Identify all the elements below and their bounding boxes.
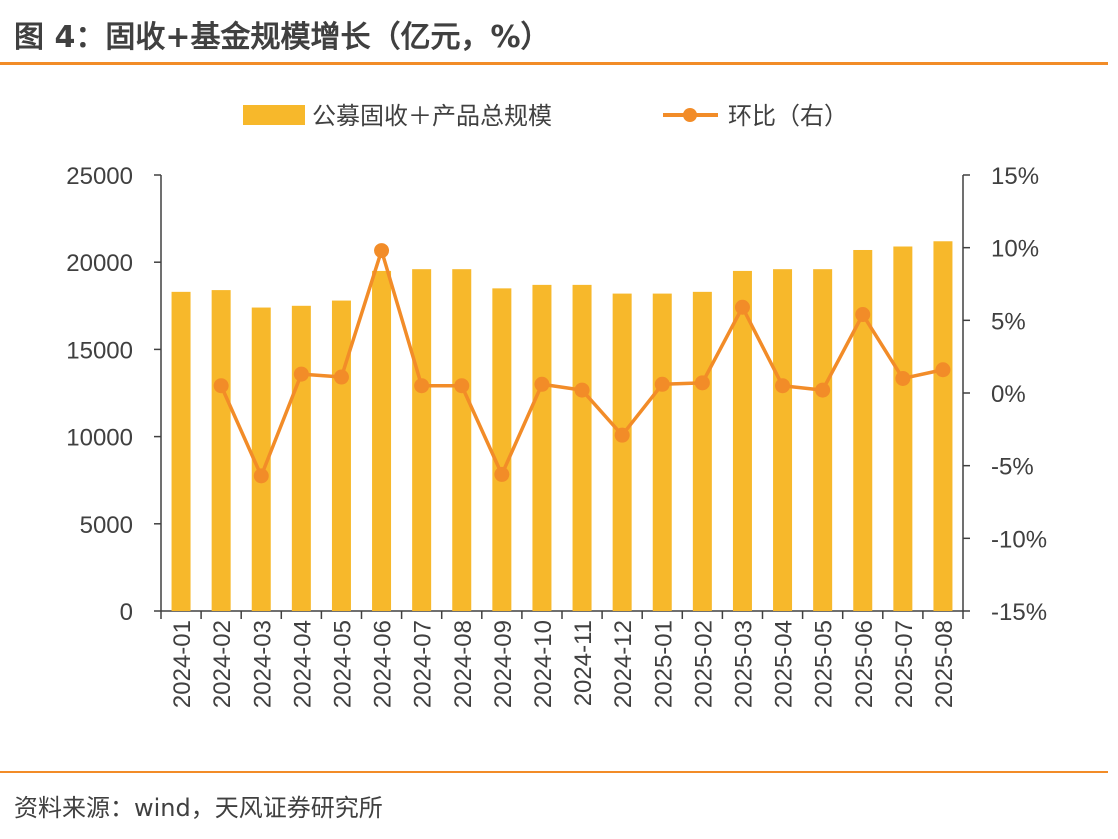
line-point: [895, 370, 911, 386]
legend-label-line: 环比（右）: [728, 102, 848, 130]
bar: [933, 241, 953, 611]
bar: [853, 249, 873, 611]
chart-title: 图 4：固收+基金规模增长（亿元，%）: [14, 20, 551, 55]
x-tick-label: 2024-12: [610, 620, 637, 708]
legend-swatch-marker: [683, 108, 697, 122]
line-point: [414, 378, 430, 394]
bar: [652, 293, 672, 611]
line-point: [734, 299, 750, 315]
x-tick-label: 2025-06: [851, 620, 878, 708]
line-point: [253, 468, 269, 484]
line-point: [654, 376, 670, 392]
line-point: [935, 362, 951, 378]
line-point: [694, 375, 710, 391]
legend-label-bar: 公募固收＋产品总规模: [312, 102, 552, 130]
bar: [291, 305, 311, 611]
x-tick-label: 2024-04: [289, 620, 316, 708]
bar: [532, 284, 552, 611]
bar: [692, 291, 712, 611]
x-tick-labels: 2024-01 2024-02 2024-03 2024-04 2024-05 2024-…: [169, 620, 958, 708]
legend: 公募固收＋产品总规模 环比（右）: [243, 102, 848, 130]
y-left-tick-label: 25000: [66, 163, 133, 190]
legend-swatch-bar: [243, 105, 305, 125]
line-point: [815, 382, 831, 398]
bar: [171, 291, 191, 611]
y-right-tick-label: 10%: [991, 236, 1039, 263]
x-tick-label: 2024-02: [209, 620, 236, 708]
x-tick-label: 2024-06: [370, 620, 397, 708]
y-left-tick-label: 5000: [80, 512, 133, 539]
line-point: [454, 378, 470, 394]
source-note: 资料来源：wind，天风证券研究所: [14, 794, 383, 822]
x-tick-label: 2025-07: [891, 620, 918, 708]
line-point: [374, 243, 390, 259]
x-tick-label: 2025-02: [690, 620, 717, 708]
bar: [612, 293, 632, 611]
x-tick-label: 2024-07: [410, 620, 437, 708]
x-tick-label: 2024-11: [570, 620, 597, 706]
x-tick-label: 2024-09: [490, 620, 517, 708]
bar: [211, 290, 231, 611]
y-left-tick-label: 15000: [66, 337, 133, 364]
bar: [452, 269, 472, 611]
line-series: [213, 243, 951, 484]
y-right-tick-label: 15%: [991, 163, 1039, 190]
line-point: [614, 427, 630, 443]
x-tick-label: 2024-08: [450, 620, 477, 708]
y-right-tick-label: 0%: [991, 381, 1026, 408]
title-divider: [0, 62, 1108, 65]
bar: [732, 270, 752, 611]
x-tick-label: 2025-03: [730, 620, 757, 708]
line-point: [213, 378, 229, 394]
y-right-tick-label: 5%: [991, 308, 1026, 335]
y-right-tick-label: -10%: [991, 526, 1047, 553]
bar: [572, 284, 592, 611]
line-point: [574, 382, 590, 398]
x-tick-label: 2025-04: [771, 620, 798, 708]
line-point: [293, 366, 309, 382]
y-left-tick-label: 20000: [66, 250, 133, 277]
bar: [813, 269, 833, 611]
bars: [171, 241, 953, 611]
bar: [251, 307, 271, 611]
x-tick-label: 2024-05: [329, 620, 356, 708]
chart: 公募固收＋产品总规模 环比（右） 0 5000 10000 15000 20000 250…: [66, 102, 1047, 708]
footer-divider: [0, 771, 1108, 773]
y-left-tick-label: 0: [120, 599, 133, 626]
line-point: [494, 466, 510, 482]
bar: [372, 270, 392, 611]
line-point: [775, 378, 791, 394]
y-left-tick-label: 10000: [66, 425, 133, 452]
y-right-tick-label: -15%: [991, 599, 1047, 626]
line-point: [333, 369, 349, 385]
y-right-tick-label: -5%: [991, 454, 1034, 481]
x-tick-label: 2024-01: [169, 620, 196, 708]
bar: [412, 269, 432, 611]
bar: [773, 269, 793, 611]
bar: [331, 300, 351, 611]
x-tick-label: 2025-05: [811, 620, 838, 708]
line-point: [855, 307, 871, 323]
x-tick-label: 2024-10: [530, 620, 557, 708]
bar: [893, 246, 913, 611]
bar: [492, 288, 512, 611]
x-tick-label: 2025-08: [931, 620, 958, 708]
axes: 0 5000 10000 15000 20000 25000 -15% -10% -5% 0% 5%…: [66, 163, 1047, 626]
x-tick-label: 2025-01: [650, 620, 677, 708]
x-tick-label: 2024-03: [249, 620, 276, 708]
line-point: [534, 376, 550, 392]
